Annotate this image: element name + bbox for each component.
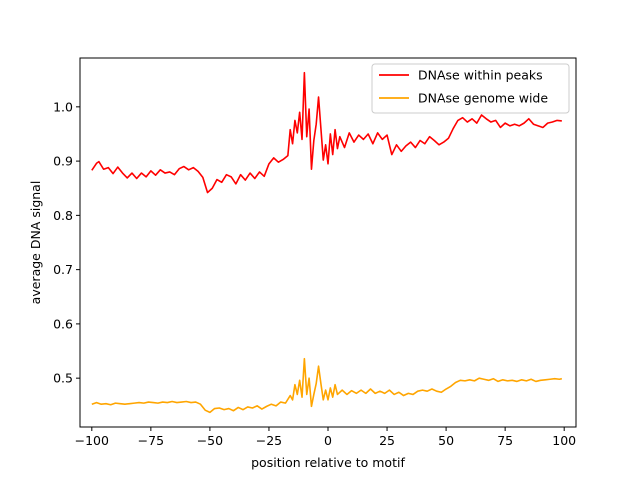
x-tick-label: −100 [75, 433, 109, 448]
x-axis-label: position relative to motif [251, 455, 405, 470]
x-tick-label: −25 [256, 433, 282, 448]
y-axis-label: average DNA signal [28, 181, 43, 305]
legend-label-within-peaks: DNAse within peaks [418, 68, 543, 83]
x-axis-ticks: −100 −75 −50 −25 0 25 50 75 100 [75, 427, 576, 448]
series-line-1 [91, 357, 563, 414]
plot-lines [91, 71, 563, 414]
x-tick-label: 50 [438, 433, 454, 448]
y-tick-label: 0.5 [53, 371, 73, 386]
legend-box [371, 63, 570, 114]
x-tick-label: 0 [324, 433, 332, 448]
legend: DNAse within peaks DNAse genome wide [371, 63, 570, 114]
series-line-0 [91, 71, 562, 194]
y-tick-label: 1.0 [53, 99, 73, 114]
y-tick-label: 0.7 [53, 262, 73, 277]
x-tick-label: −75 [138, 433, 164, 448]
y-axis-ticks: 0.5 0.6 0.7 0.8 0.9 1.0 [53, 99, 80, 386]
x-tick-label: 25 [379, 433, 395, 448]
y-tick-label: 0.6 [53, 316, 73, 331]
legend-label-genome-wide: DNAse genome wide [418, 91, 548, 106]
x-tick-label: 100 [552, 433, 576, 448]
x-tick-label: −50 [197, 433, 223, 448]
y-tick-label: 0.9 [53, 154, 73, 169]
y-tick-label: 0.8 [53, 208, 73, 223]
x-tick-label: 75 [497, 433, 513, 448]
